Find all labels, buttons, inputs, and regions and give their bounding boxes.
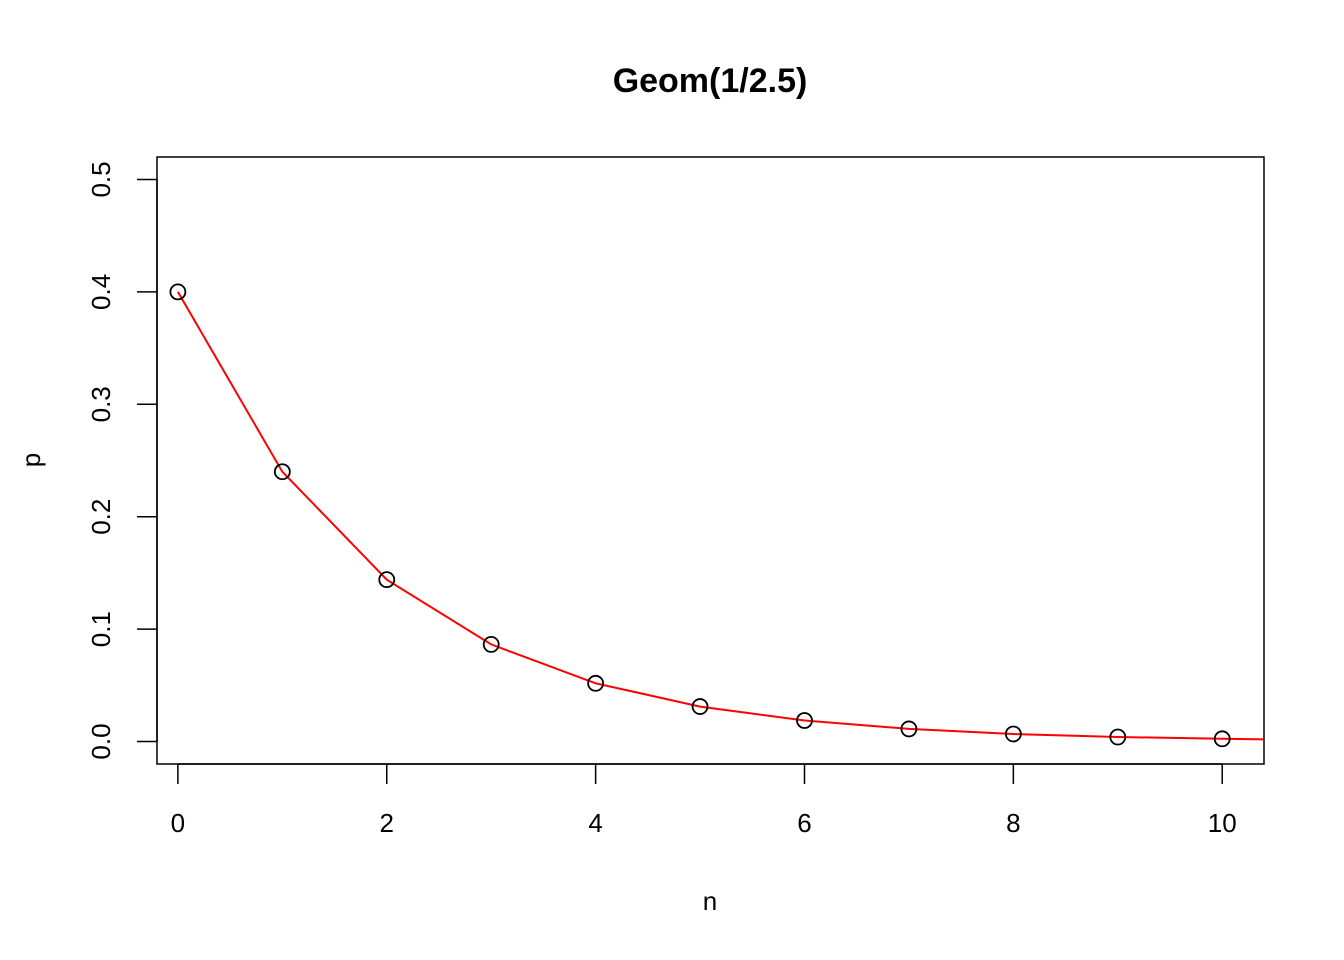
pmf-points	[169, 283, 1231, 748]
y-tick-label: 0.5	[86, 161, 116, 197]
data-point	[587, 674, 605, 692]
y-tick-label: 0.3	[86, 386, 116, 422]
x-axis-label: n	[703, 886, 717, 916]
data-point	[1109, 728, 1127, 746]
y-axis-label: p	[16, 453, 46, 467]
x-tick-label: 6	[797, 808, 811, 838]
x-tick-label: 10	[1208, 808, 1237, 838]
x-tick-label: 4	[588, 808, 602, 838]
data-point	[1213, 730, 1231, 748]
data-point	[378, 571, 396, 589]
x-tick-label: 0	[171, 808, 185, 838]
data-point	[273, 463, 291, 481]
data-point	[900, 720, 918, 738]
x-tick-label: 8	[1006, 808, 1020, 838]
x-tick-label: 2	[380, 808, 394, 838]
y-axis: 0.0 0.1 0.2 0.3 0.4 0.5	[86, 161, 158, 760]
data-point	[482, 635, 500, 653]
y-tick-label: 0.2	[86, 499, 116, 535]
x-axis: 0 2 4 6 8 10	[171, 763, 1237, 838]
plot-frame	[156, 156, 1265, 765]
y-tick-label: 0.1	[86, 611, 116, 647]
chart-title: Geom(1/2.5)	[613, 62, 808, 100]
y-tick-label: 0.0	[86, 723, 116, 759]
data-point	[169, 283, 187, 301]
pmf-curve-line	[177, 291, 1265, 741]
y-tick-label: 0.4	[86, 274, 116, 310]
data-point	[1004, 725, 1022, 743]
data-point	[691, 698, 709, 715]
data-point	[796, 712, 813, 729]
